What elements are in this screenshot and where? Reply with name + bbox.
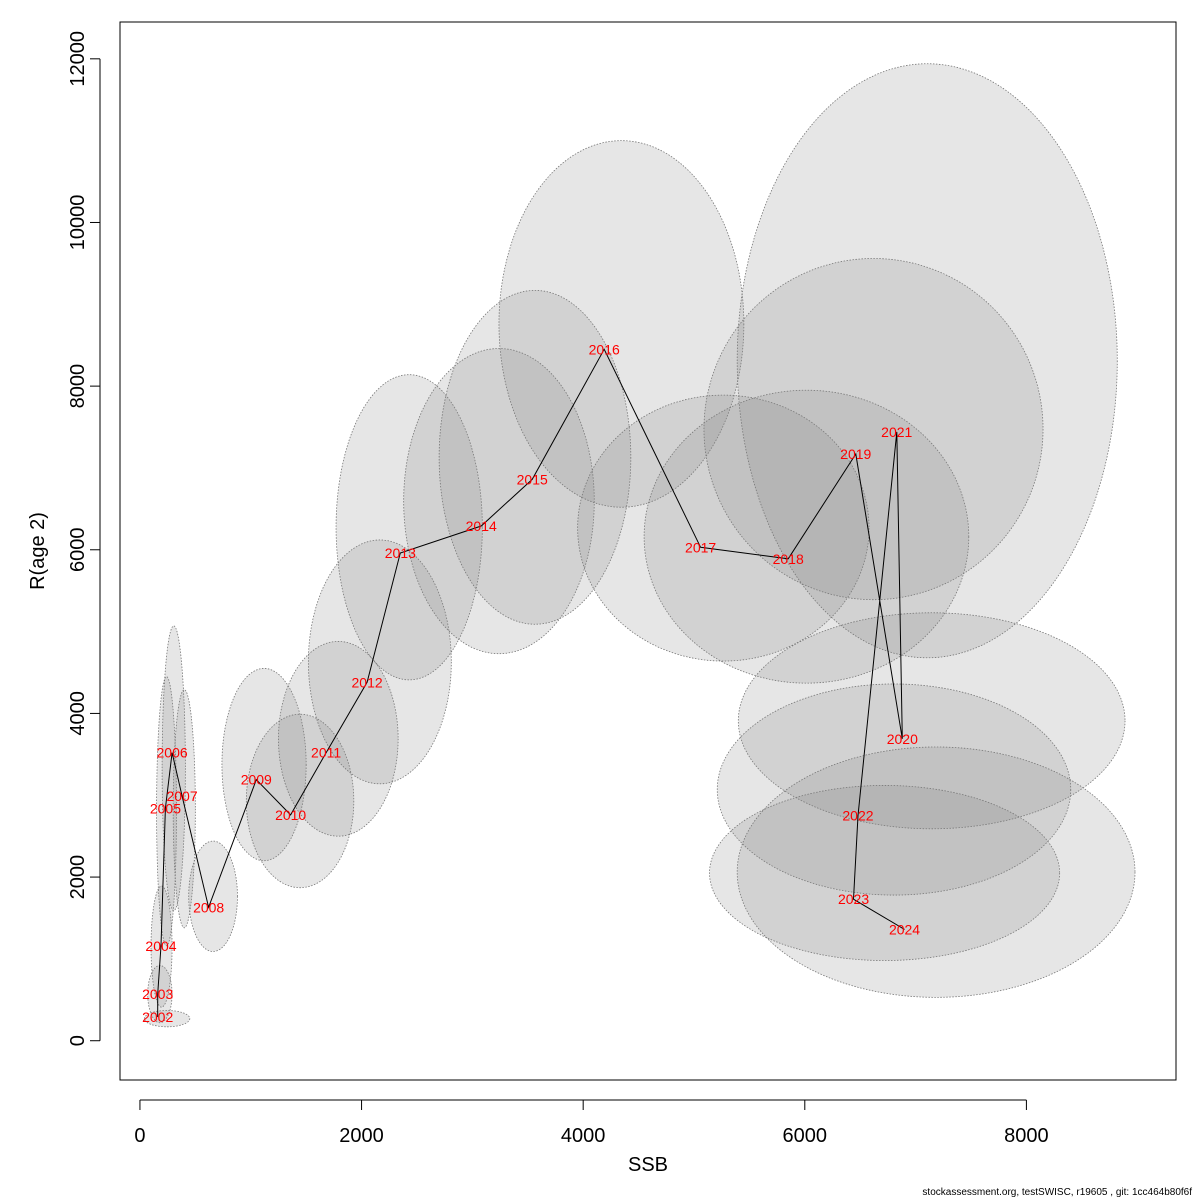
year-label-2014: 2014 xyxy=(466,518,497,534)
year-label-2011: 2011 xyxy=(311,745,341,761)
y-tick-label: 8000 xyxy=(67,364,89,409)
year-label-2019: 2019 xyxy=(840,446,871,462)
ellipse-2015 xyxy=(438,289,632,625)
year-label-2017: 2017 xyxy=(685,539,716,555)
x-tick-label: 4000 xyxy=(561,1125,606,1147)
ellipse-2020 xyxy=(737,612,1126,830)
ellipse-2016 xyxy=(498,140,745,508)
plot-frame xyxy=(119,21,1177,1081)
footer-credit: stockassessment.org, testSWISC, r19605 ,… xyxy=(922,1187,1192,1198)
year-label-2006: 2006 xyxy=(157,745,188,761)
year-label-2020: 2020 xyxy=(887,731,918,747)
year-label-2015: 2015 xyxy=(517,471,548,487)
year-label-2007: 2007 xyxy=(166,788,197,804)
ellipse-2013 xyxy=(335,374,483,681)
year-label-2022: 2022 xyxy=(842,808,873,824)
y-axis: 0 2000 4000 6000 8000 10000 12000 xyxy=(67,31,101,1046)
ellipse-2024 xyxy=(736,746,1136,998)
ellipse-2018 xyxy=(643,389,970,684)
x-tick-label: 6000 xyxy=(783,1125,828,1147)
trajectory xyxy=(157,348,905,1017)
ellipse-2011 xyxy=(278,641,399,837)
y-tick-label: 4000 xyxy=(67,691,89,736)
ellipse-2017 xyxy=(577,394,870,662)
ellipse-2004 xyxy=(150,885,173,1008)
uncertainty-ellipses xyxy=(143,63,1136,1028)
ellipse-2005 xyxy=(156,676,177,947)
year-label-2004: 2004 xyxy=(145,938,176,954)
trajectory-line xyxy=(157,348,905,1017)
ellipse-2006 xyxy=(161,625,186,912)
year-label-2008: 2008 xyxy=(193,899,224,915)
y-tick-label: 12000 xyxy=(67,31,89,87)
x-tick-label: 8000 xyxy=(1004,1125,1049,1147)
year-label-2021: 2021 xyxy=(881,424,912,440)
y-tick-label: 10000 xyxy=(67,195,89,251)
ellipse-2009 xyxy=(221,668,307,862)
year-label-2024: 2024 xyxy=(889,921,920,937)
ellipse-2012 xyxy=(307,539,452,785)
y-axis-title: R(age 2) xyxy=(27,512,49,590)
ellipse-2007 xyxy=(172,689,196,929)
x-tick-label: 2000 xyxy=(339,1125,384,1147)
ellipse-2022 xyxy=(716,683,1072,896)
x-axis: 0 2000 4000 6000 8000 xyxy=(134,1099,1049,1147)
year-label-2012: 2012 xyxy=(352,674,383,690)
ellipse-2019 xyxy=(703,258,1044,601)
year-label-2003: 2003 xyxy=(142,986,173,1002)
x-axis-title: SSB xyxy=(628,1154,668,1176)
ellipse-2002 xyxy=(143,1010,191,1028)
year-label-2002: 2002 xyxy=(142,1009,173,1025)
ellipse-2014 xyxy=(403,348,595,655)
year-label-2010: 2010 xyxy=(275,807,306,823)
year-label-2005: 2005 xyxy=(150,800,181,816)
ellipse-2023 xyxy=(709,785,1061,961)
year-label-2018: 2018 xyxy=(773,551,804,567)
year-label-2016: 2016 xyxy=(589,341,620,357)
y-tick-label: 0 xyxy=(67,1035,89,1046)
year-labels: 2002 2003 2004 2005 2006 2007 2008 2009 2010 2011… xyxy=(142,341,920,1025)
year-label-2013: 2013 xyxy=(385,545,416,561)
year-label-2023: 2023 xyxy=(838,891,869,907)
ellipse-2021 xyxy=(736,63,1118,659)
ellipse-2010 xyxy=(245,713,355,889)
y-tick-label: 2000 xyxy=(67,855,89,900)
year-label-2009: 2009 xyxy=(241,772,272,788)
y-tick-label: 6000 xyxy=(67,528,89,573)
x-tick-label: 0 xyxy=(134,1125,145,1147)
